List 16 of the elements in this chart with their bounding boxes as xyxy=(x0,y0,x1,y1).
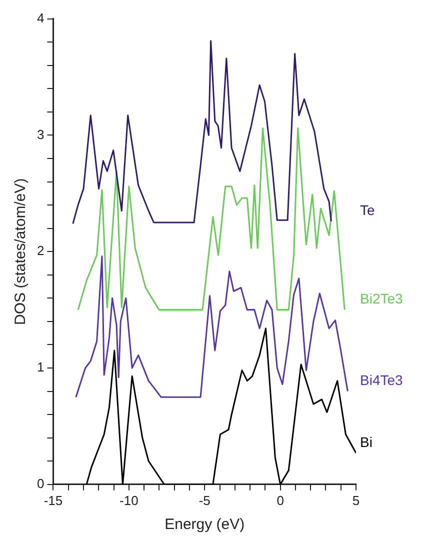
series-label: Bi4Te3 xyxy=(360,372,404,388)
series-label: Bi xyxy=(360,434,372,450)
y-tick-label: 1 xyxy=(36,360,44,375)
y-axis-title: DOS (states/atom/eV) xyxy=(12,178,30,325)
y-tick-label: 0 xyxy=(36,476,44,491)
x-axis-title: Energy (eV) xyxy=(164,516,245,534)
series-label: Bi2Te3 xyxy=(360,290,404,307)
x-tick-label: -5 xyxy=(198,492,210,508)
x-tick-label: 0 xyxy=(276,492,284,508)
x-tick-label: 5 xyxy=(352,492,360,508)
text: Te xyxy=(360,202,375,218)
y-tick-label: 4 xyxy=(36,10,44,26)
x-tick-label: -15 xyxy=(44,492,63,508)
y-tick-label: 3 xyxy=(36,126,44,142)
x-tick-label: -10 xyxy=(120,492,138,508)
y-tick-label: 2 xyxy=(36,243,44,258)
